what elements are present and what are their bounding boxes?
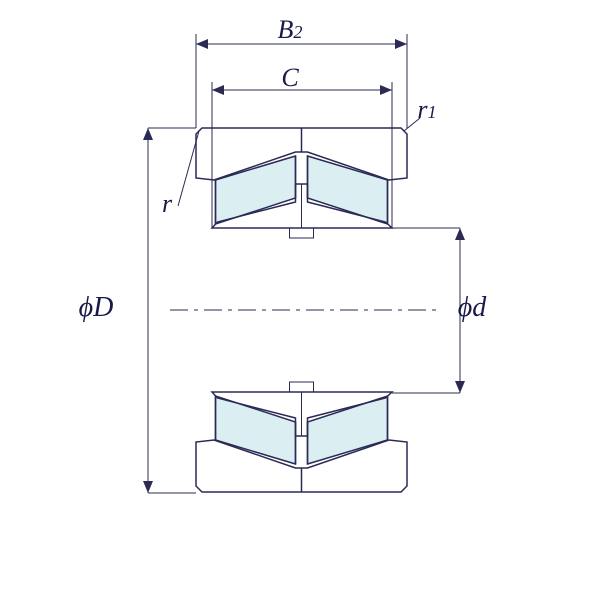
label-phid: ϕd (458, 292, 487, 324)
label-B2: B2 (278, 15, 303, 45)
label-phiD: ϕD (79, 292, 114, 324)
label-C: C (281, 63, 298, 93)
bearing-diagram: { "diagram": { "type": "engineering-sect… (0, 0, 600, 600)
label-r: r (162, 189, 172, 219)
label-r1: r1 (417, 95, 436, 125)
